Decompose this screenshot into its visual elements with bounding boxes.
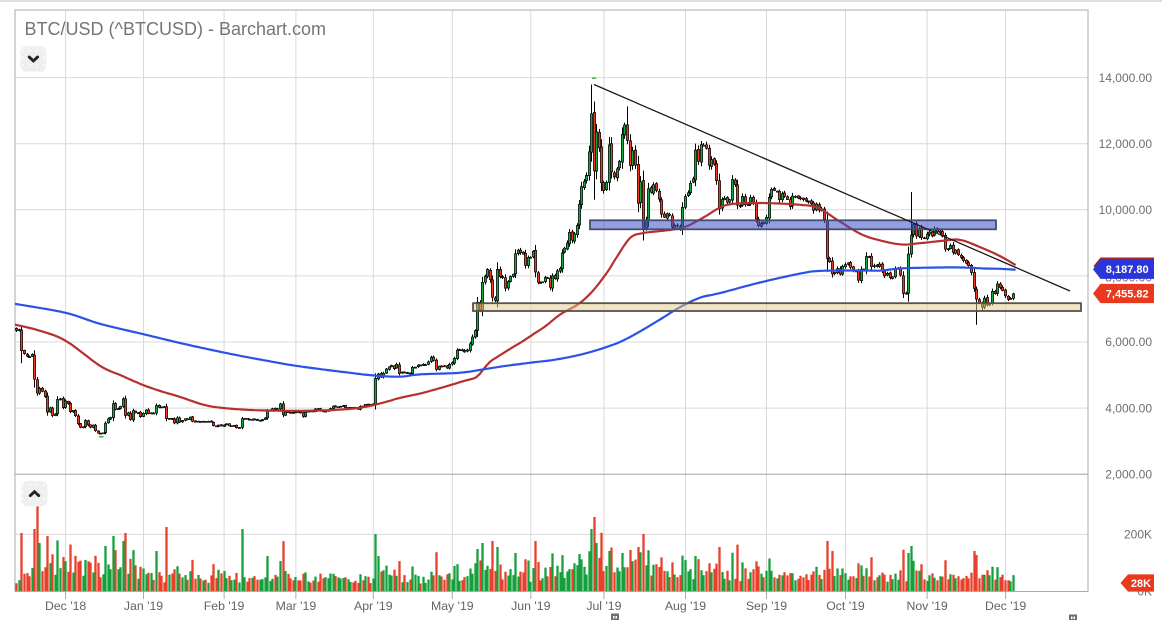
svg-text:14,000.00: 14,000.00 — [1099, 71, 1153, 85]
svg-text:Feb '19: Feb '19 — [204, 599, 245, 613]
svg-text:BTC/USD (^BTCUSD) - Barchart.c: BTC/USD (^BTCUSD) - Barchart.com — [25, 19, 326, 39]
svg-text:Apr '19: Apr '19 — [354, 599, 393, 613]
svg-text:Nov '19: Nov '19 — [906, 599, 947, 613]
svg-text:8,187.80: 8,187.80 — [1106, 264, 1149, 276]
svg-text:Dec '19: Dec '19 — [985, 599, 1026, 613]
svg-text:Aug '19: Aug '19 — [665, 599, 706, 613]
svg-text:Jul '19: Jul '19 — [586, 599, 621, 613]
svg-text:May '19: May '19 — [431, 599, 474, 613]
svg-text:4,000.00: 4,000.00 — [1105, 401, 1152, 415]
svg-text:2,000.00: 2,000.00 — [1105, 467, 1152, 481]
svg-text:28K: 28K — [1131, 578, 1151, 590]
svg-text:6,000.00: 6,000.00 — [1105, 335, 1152, 349]
svg-text:Jun '19: Jun '19 — [511, 599, 550, 613]
svg-text:Sep '19: Sep '19 — [746, 599, 787, 613]
svg-text:Mar '19: Mar '19 — [276, 599, 317, 613]
svg-text:Dec '18: Dec '18 — [45, 599, 86, 613]
svg-text:7,455.82: 7,455.82 — [1106, 288, 1149, 300]
svg-text:10,000.00: 10,000.00 — [1099, 203, 1153, 217]
svg-text:200K: 200K — [1124, 527, 1152, 541]
svg-text:12,000.00: 12,000.00 — [1099, 137, 1153, 151]
svg-text:Jan '19: Jan '19 — [124, 599, 163, 613]
svg-text:Oct '19: Oct '19 — [826, 599, 865, 613]
